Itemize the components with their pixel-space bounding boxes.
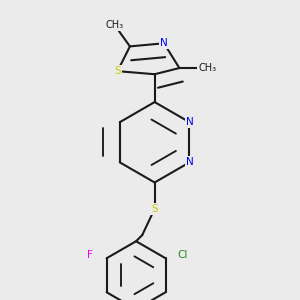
- Text: N: N: [160, 38, 168, 48]
- Text: N: N: [186, 158, 193, 167]
- Text: N: N: [186, 117, 193, 127]
- Text: S: S: [151, 204, 158, 214]
- Text: Cl: Cl: [177, 250, 188, 260]
- Text: CH₃: CH₃: [105, 20, 124, 30]
- Text: F: F: [87, 250, 92, 260]
- Text: S: S: [114, 66, 121, 76]
- Text: CH₃: CH₃: [198, 63, 216, 73]
